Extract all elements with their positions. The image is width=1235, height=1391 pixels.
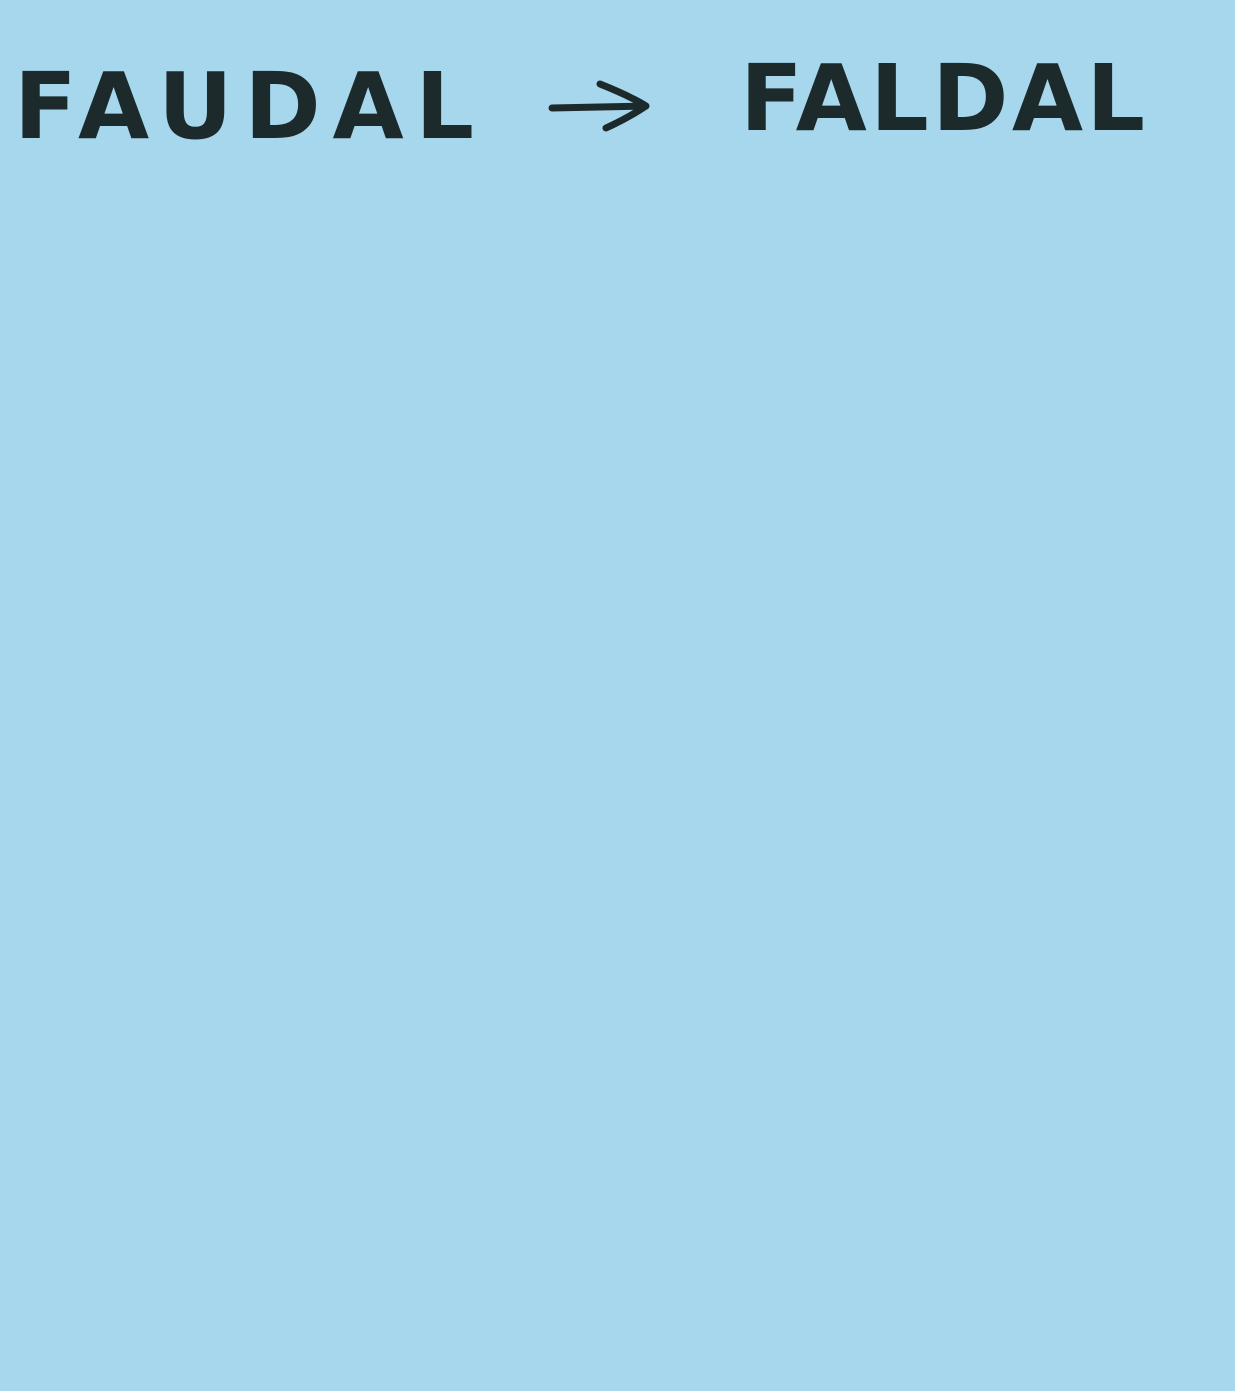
arrow-head: [596, 80, 650, 132]
original-word: FAUDAL: [14, 53, 474, 160]
arrow-shaft: [548, 102, 649, 112]
corrected-word: FALDAL: [740, 45, 1145, 152]
arrow: [548, 80, 650, 132]
